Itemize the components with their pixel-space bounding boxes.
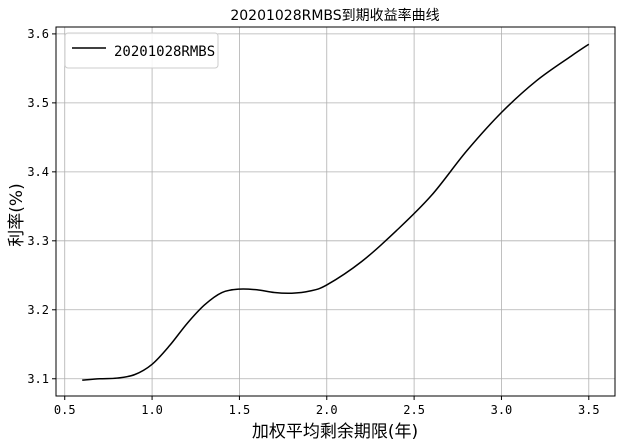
y-tick-label: 3.6 — [27, 27, 49, 41]
y-tick-label: 3.4 — [27, 165, 49, 179]
x-tick-label: 3.0 — [491, 403, 513, 417]
grid — [56, 27, 615, 396]
legend-label: 20201028RMBS — [114, 44, 215, 60]
series-lines — [82, 43, 590, 381]
x-tick-label: 0.5 — [54, 403, 76, 417]
y-tick-label: 3.5 — [27, 96, 49, 110]
y-axis-label: 利率(%) — [7, 183, 27, 246]
plot-frame — [55, 26, 616, 397]
y-tick-label: 3.3 — [27, 234, 49, 248]
x-tick-label: 1.0 — [141, 403, 163, 417]
y-tick-label: 3.1 — [27, 372, 49, 386]
chart-title: 20201028RMBS到期收益率曲线 — [230, 7, 439, 24]
x-tick-label: 1.5 — [229, 403, 251, 417]
series-line — [82, 43, 590, 381]
legend: 20201028RMBS — [64, 32, 219, 69]
x-axis-label: 加权平均剩余期限(年) — [252, 422, 418, 442]
axis-ticks: 0.5 1.0 1.5 2.0 2.5 3.0 3.5 3.1 3.2 3.3 3.4 3.5 3.6 — [27, 27, 599, 417]
y-tick-label: 3.2 — [27, 303, 49, 317]
legend-box — [64, 32, 219, 69]
x-tick-label: 2.5 — [403, 403, 425, 417]
x-tick-label: 3.5 — [578, 403, 600, 417]
x-tick-label: 2.0 — [316, 403, 338, 417]
